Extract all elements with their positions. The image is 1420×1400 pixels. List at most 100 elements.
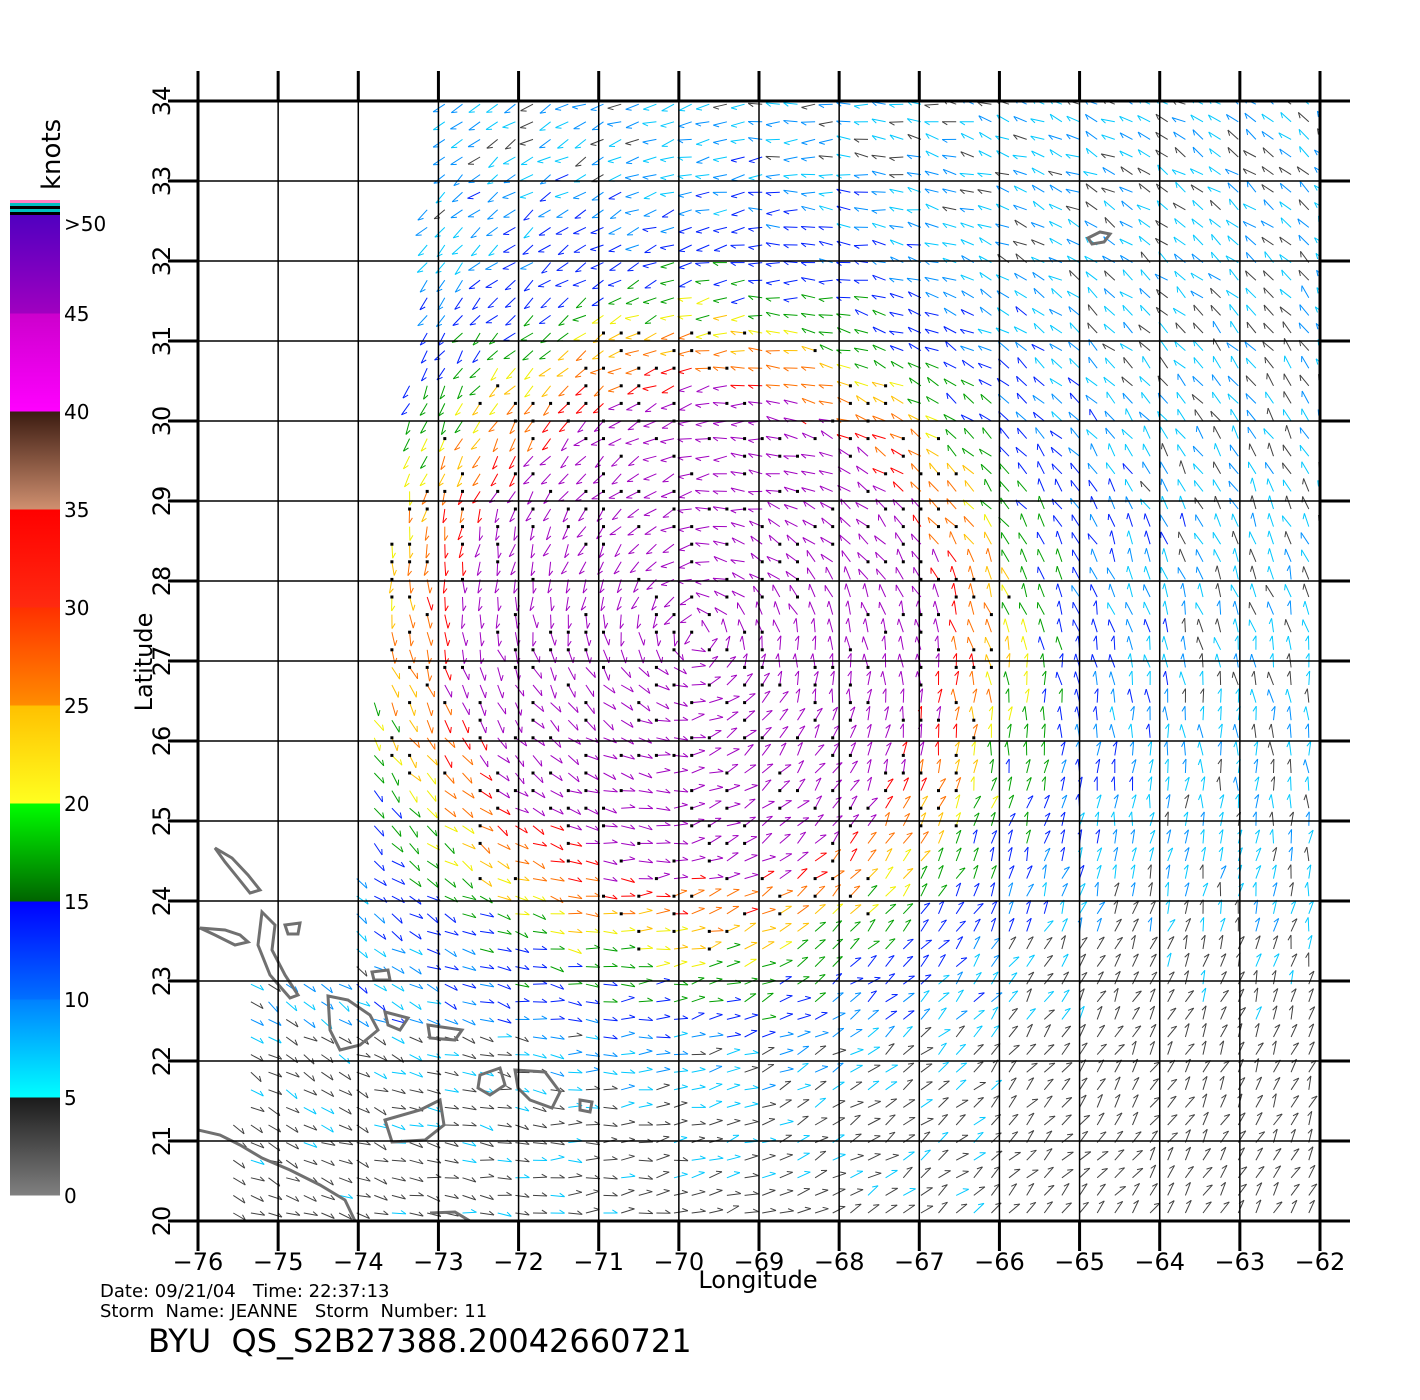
wind-barb — [819, 974, 826, 977]
wind-vector — [1095, 635, 1098, 650]
wind-barb — [541, 914, 547, 920]
wind-vector — [902, 848, 912, 862]
wind-vector — [673, 1070, 689, 1073]
wind-barb — [1023, 653, 1029, 659]
wind-barb — [839, 534, 843, 541]
colorbar-bands — [10, 215, 60, 1196]
wind-vector — [944, 517, 957, 527]
wind-barb — [700, 680, 706, 685]
wind-barb — [294, 1162, 299, 1169]
wind-barb — [700, 874, 706, 879]
wind-vector — [1289, 706, 1292, 721]
wind-barb — [1165, 776, 1170, 782]
wind-vector — [673, 1191, 688, 1196]
wind-barb — [665, 1033, 671, 1039]
wind-barb — [541, 722, 545, 729]
wind-barb — [770, 1014, 777, 1018]
wind-vector — [797, 1171, 811, 1179]
wind-barb — [1057, 723, 1061, 730]
wind-vector — [532, 842, 547, 847]
wind-barb — [802, 905, 809, 907]
wind-vector — [1220, 1201, 1230, 1214]
wind-vector — [1096, 971, 1104, 985]
rain-flag — [496, 560, 500, 564]
wind-barb — [541, 792, 546, 799]
wind-barb — [459, 517, 465, 524]
wind-barb — [938, 830, 945, 835]
wind-barb — [633, 588, 639, 593]
wind-vector — [568, 1071, 583, 1074]
wind-vector — [479, 737, 487, 751]
wind-vector — [990, 830, 998, 844]
wind-barb — [932, 600, 936, 607]
wind-barb — [577, 894, 583, 899]
wind-vector — [250, 1177, 265, 1182]
wind-vector — [303, 1142, 318, 1148]
wind-vector — [762, 1210, 777, 1214]
wind-vector — [444, 1018, 459, 1025]
wind-vector — [882, 671, 887, 686]
wind-barb — [822, 1030, 829, 1034]
wind-vector — [696, 607, 710, 616]
wind-barb — [1096, 741, 1102, 747]
wind-barb — [766, 556, 771, 562]
wind-barb — [752, 1119, 759, 1123]
wind-barb — [898, 635, 902, 642]
wind-vector — [1255, 847, 1262, 862]
wind-barb — [747, 508, 754, 513]
wind-vector — [285, 1142, 299, 1150]
wind-barb — [1328, 1183, 1333, 1186]
wind-barb — [577, 877, 583, 883]
wind-barb — [1161, 636, 1165, 643]
wind-barb — [753, 585, 755, 592]
wind-vector — [814, 777, 822, 791]
wind-barb — [855, 904, 862, 907]
wind-barb — [730, 510, 737, 514]
wind-vector — [784, 504, 798, 510]
wind-barb — [471, 1105, 477, 1111]
wind-vector — [409, 1177, 424, 1183]
wind-barb — [1324, 1041, 1328, 1046]
wind-barb — [1129, 776, 1134, 782]
wind-barb — [938, 865, 944, 870]
wind-vector — [585, 807, 599, 815]
wind-barb — [241, 1197, 246, 1204]
wind-vector — [497, 790, 510, 799]
wind-vector — [915, 619, 922, 633]
wind-vector — [285, 1089, 298, 1100]
wind-barb — [1128, 811, 1133, 818]
wind-vector — [550, 684, 556, 699]
wind-barb — [1061, 794, 1068, 800]
wind-vector — [1220, 706, 1222, 721]
wind-barb — [628, 995, 635, 999]
wind-vector — [426, 632, 432, 646]
wind-barb — [365, 1162, 370, 1168]
rain-flag — [954, 595, 958, 599]
wind-barb — [457, 535, 463, 541]
wind-vector — [797, 635, 800, 650]
wind-vector — [409, 596, 414, 611]
wind-barb — [906, 1026, 913, 1029]
wind-barb — [559, 1192, 565, 1198]
wind-vector — [814, 724, 820, 738]
wind-vector — [797, 1045, 810, 1056]
wind-barb — [364, 987, 368, 994]
wind-vector — [1061, 1114, 1072, 1126]
wind-barb — [612, 754, 618, 760]
wind-vector — [963, 533, 975, 545]
wind-vector — [762, 1103, 777, 1108]
colorbar-band — [10, 999, 60, 1098]
wind-barb — [478, 605, 483, 612]
wind-vector — [845, 583, 851, 598]
wind-barb — [802, 537, 807, 543]
wind-barb — [1168, 1182, 1175, 1187]
wind-barb — [857, 1188, 864, 1191]
wind-barb — [1269, 653, 1274, 659]
wind-vector — [895, 532, 904, 545]
wind-barb — [1143, 654, 1145, 661]
wind-barb — [1131, 759, 1137, 764]
wind-barb — [1048, 1009, 1055, 1012]
wind-barb — [1081, 1183, 1088, 1187]
wind-barb — [1153, 1061, 1160, 1065]
wind-barb — [1096, 794, 1102, 800]
